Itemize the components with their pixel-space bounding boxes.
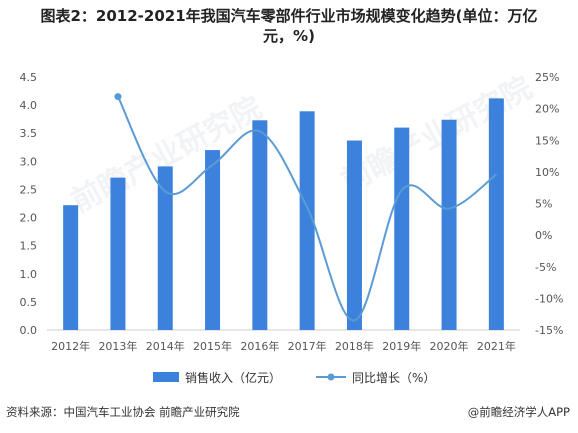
y-right-tick-label: 15% [535, 134, 559, 147]
bar [299, 111, 315, 330]
y-left-tick-label: 0.0 [20, 324, 38, 337]
y-right-tick-label: 20% [535, 103, 559, 116]
x-tick-label: 2021年 [477, 339, 516, 353]
chart-title-line2: 元，%) [263, 27, 315, 45]
y-right-tick-label: 5% [535, 198, 552, 211]
growth-point [114, 93, 122, 101]
growth-line [117, 96, 497, 322]
bar [157, 166, 173, 330]
legend-bar-label: 销售收入（亿元） [185, 370, 281, 385]
y-left-tick-label: 4.0 [20, 99, 38, 112]
x-tick-label: 2018年 [335, 339, 374, 353]
y-left-tick-label: 4.5 [20, 71, 38, 84]
y-right-tick-label: -15% [535, 324, 563, 337]
legend-line-marker [327, 373, 335, 381]
x-tick-label: 2015年 [193, 339, 232, 353]
y-left-tick-label: 2.0 [20, 212, 38, 225]
x-tick-label: 2016年 [240, 339, 279, 353]
y-left-tick-label: 1.5 [20, 240, 38, 253]
legend-bar-swatch [153, 372, 179, 382]
y-right-tick-label: 25% [535, 71, 559, 84]
bar [488, 98, 504, 330]
bar [346, 140, 362, 330]
y-right-tick-label: -10% [535, 292, 563, 305]
source-note: 资料来源：中国汽车工业协会 前瞻产业研究院 [6, 405, 240, 419]
x-tick-label: 2013年 [98, 339, 137, 353]
x-tick-label: 2020年 [430, 339, 469, 353]
y-right-tick-label: 0% [535, 229, 552, 242]
x-tick-label: 2017年 [288, 339, 327, 353]
y-left-tick-label: 0.5 [20, 296, 38, 309]
y-left-tick-label: 3.5 [20, 127, 38, 140]
brand-credit: @前瞻经济学人APP [467, 405, 570, 419]
legend-line-label: 同比增长（%） [352, 371, 435, 385]
bar [441, 119, 457, 331]
x-tick-label: 2019年 [382, 339, 421, 353]
y-right-tick-label: 10% [535, 166, 559, 179]
bar [110, 177, 126, 330]
y-left-tick-label: 1.0 [20, 268, 38, 281]
bar [252, 120, 268, 331]
x-tick-label: 2014年 [146, 339, 185, 353]
bar [394, 127, 410, 330]
bar [205, 150, 221, 330]
y-left-tick-label: 3.0 [20, 155, 38, 168]
chart-title-line1: 图表2：2012-2021年我国汽车零部件行业市场规模变化趋势(单位：万亿 [40, 7, 538, 25]
combo-chart: 0.0 0.5 1.0 1.5 2.0 2.5 3.0 3.5 4.0 4.5 -15% -10% -5… [20, 71, 564, 385]
footer: 资料来源：中国汽车工业协会 前瞻产业研究院 @前瞻经济学人APP [0, 404, 578, 433]
bar [63, 205, 79, 330]
y-left-tick-label: 2.5 [20, 183, 38, 196]
x-tick-label: 2012年 [51, 339, 90, 353]
y-right-tick-label: -5% [535, 261, 556, 274]
chart-title: 图表2：2012-2021年我国汽车零部件行业市场规模变化趋势(单位：万亿 元，… [0, 6, 578, 46]
